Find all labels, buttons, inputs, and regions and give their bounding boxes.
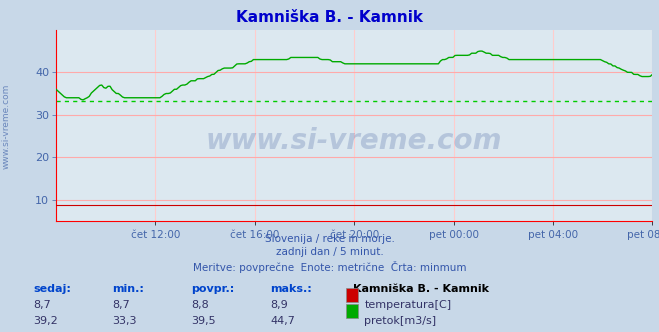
Text: 33,3: 33,3	[112, 316, 136, 326]
Text: www.si-vreme.com: www.si-vreme.com	[206, 126, 502, 155]
Text: Kamniška B. - Kamnik: Kamniška B. - Kamnik	[353, 284, 488, 294]
Text: Meritve: povprečne  Enote: metrične  Črta: minmum: Meritve: povprečne Enote: metrične Črta:…	[192, 261, 467, 273]
Text: sedaj:: sedaj:	[33, 284, 71, 294]
Text: povpr.:: povpr.:	[191, 284, 235, 294]
Text: 39,2: 39,2	[33, 316, 58, 326]
Text: 44,7: 44,7	[270, 316, 295, 326]
Text: 39,5: 39,5	[191, 316, 215, 326]
Text: min.:: min.:	[112, 284, 144, 294]
Text: Slovenija / reke in morje.: Slovenija / reke in morje.	[264, 234, 395, 244]
Text: 8,7: 8,7	[33, 300, 51, 310]
Text: temperatura[C]: temperatura[C]	[364, 300, 451, 310]
Text: pretok[m3/s]: pretok[m3/s]	[364, 316, 436, 326]
Text: 8,7: 8,7	[112, 300, 130, 310]
Text: 8,9: 8,9	[270, 300, 288, 310]
Text: zadnji dan / 5 minut.: zadnji dan / 5 minut.	[275, 247, 384, 257]
Text: Kamniška B. - Kamnik: Kamniška B. - Kamnik	[236, 10, 423, 25]
Text: www.si-vreme.com: www.si-vreme.com	[2, 83, 11, 169]
Text: 8,8: 8,8	[191, 300, 209, 310]
Text: maks.:: maks.:	[270, 284, 312, 294]
